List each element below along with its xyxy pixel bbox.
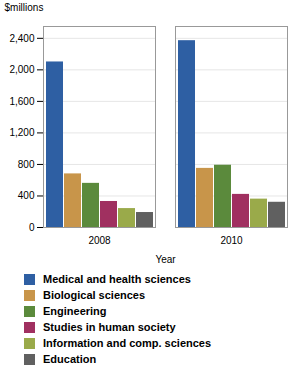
html-text:Studies in human society: Studies in human society xyxy=(43,321,176,333)
html-text:Engineering: Engineering xyxy=(43,305,107,317)
svg-text:800: 800 xyxy=(18,159,35,170)
html-text:Biological sciences: Biological sciences xyxy=(43,289,146,301)
html-text:Medical and health sciences: Medical and health sciences xyxy=(43,273,191,285)
svg-text:2,400: 2,400 xyxy=(9,33,34,44)
svg-text:2008: 2008 xyxy=(88,235,111,246)
html-text:Information and comp. sciences: Information and comp. sciences xyxy=(43,337,212,349)
svg-text:2,000: 2,000 xyxy=(9,64,34,75)
svg-text:1,600: 1,600 xyxy=(9,96,34,107)
svg-text:Year: Year xyxy=(155,254,176,265)
svg-text:0: 0 xyxy=(29,222,35,233)
svg-text:1,200: 1,200 xyxy=(9,127,34,138)
svg-text:2010: 2010 xyxy=(220,235,243,246)
svg-text:400: 400 xyxy=(18,190,35,201)
svg-text:$millions: $millions xyxy=(5,2,44,13)
html-text:Education: Education xyxy=(43,353,97,365)
